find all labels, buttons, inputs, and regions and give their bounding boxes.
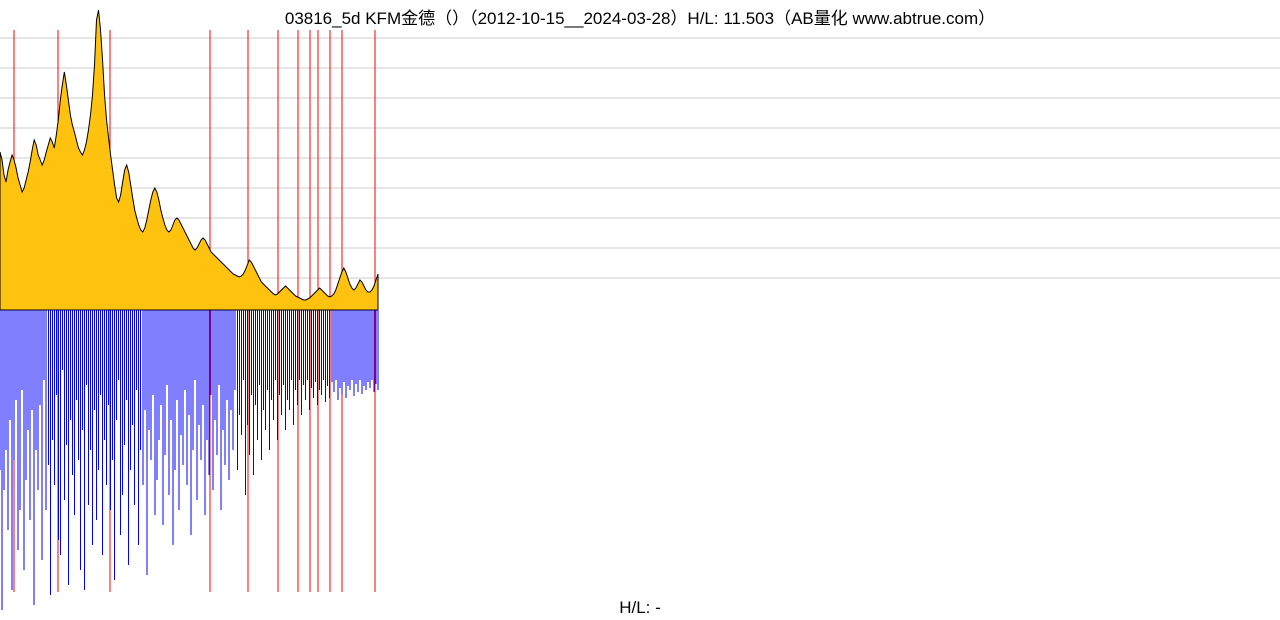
chart-footer: H/L: - xyxy=(0,598,1280,618)
chart-svg xyxy=(0,0,1280,620)
chart-title: 03816_5d KFM金德（）（2012-10-15__2024-03-28）… xyxy=(0,4,1280,29)
chart-container: 03816_5d KFM金德（）（2012-10-15__2024-03-28）… xyxy=(0,0,1280,620)
